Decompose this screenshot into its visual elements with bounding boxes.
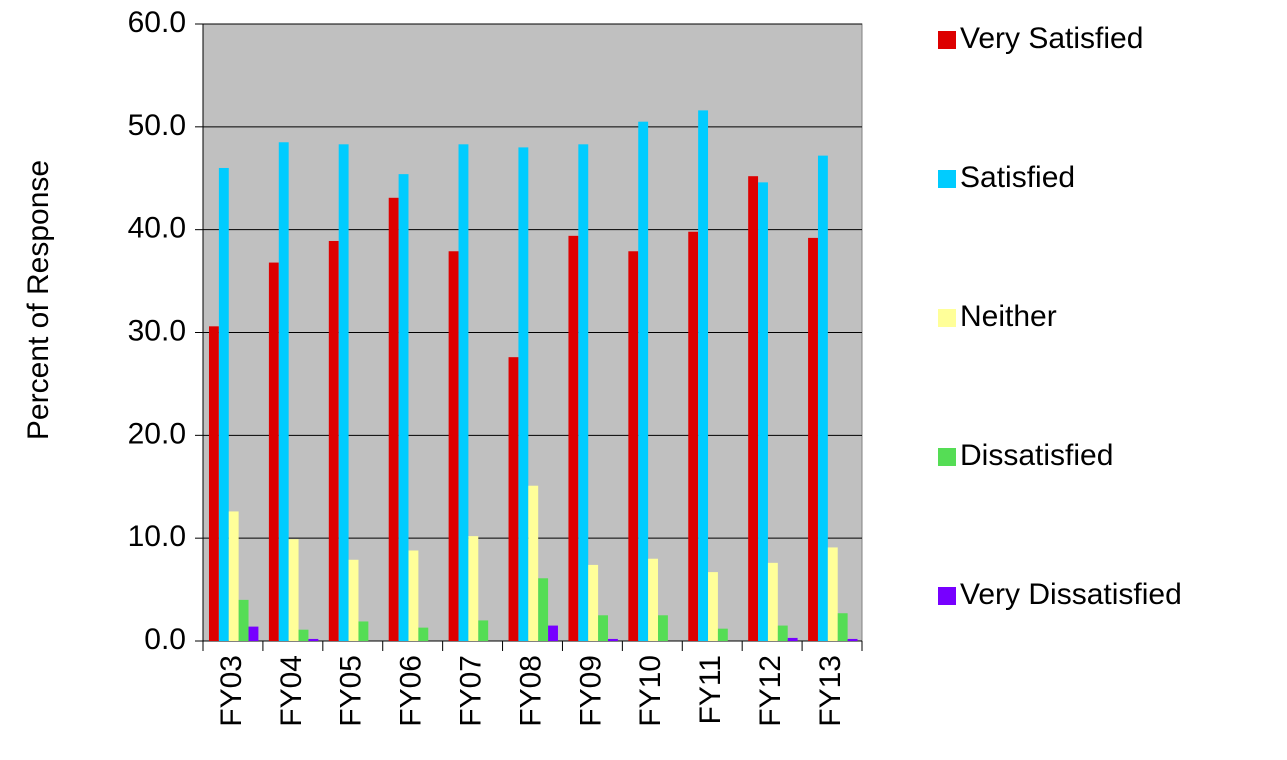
x-tick-label: FY10 — [634, 655, 667, 727]
y-tick-label: 50.0 — [128, 109, 186, 142]
bar — [827, 547, 838, 641]
bar — [648, 558, 659, 641]
bar — [808, 237, 818, 642]
bar — [588, 564, 599, 641]
legend-swatch — [938, 448, 956, 466]
bar — [288, 539, 299, 641]
bar — [837, 613, 848, 641]
bar — [658, 615, 668, 641]
bar — [748, 176, 759, 641]
x-tick-label: FY13 — [814, 655, 847, 727]
y-tick-label: 0.0 — [144, 623, 186, 656]
bar — [298, 629, 309, 641]
legend-label: Satisfied — [960, 161, 1075, 194]
bar — [398, 174, 409, 642]
bar — [638, 121, 649, 642]
legend-label: Very Satisfied — [960, 22, 1143, 55]
bar — [708, 572, 718, 641]
bar — [698, 110, 709, 641]
legend-swatch — [938, 309, 956, 327]
bar — [358, 621, 369, 641]
bar — [208, 326, 219, 641]
bar — [338, 144, 349, 641]
bar — [448, 251, 459, 642]
bar — [767, 562, 778, 641]
bar — [328, 240, 339, 641]
x-tick-label: FY11 — [694, 655, 727, 724]
bar — [408, 550, 419, 641]
bar — [688, 231, 699, 641]
y-tick-label: 10.0 — [128, 520, 186, 553]
y-axis-title: Percent of Response — [22, 160, 55, 440]
bar — [717, 628, 728, 641]
y-tick-label: 30.0 — [128, 314, 186, 347]
bar — [468, 536, 479, 641]
bar — [418, 627, 429, 641]
x-tick-label: FY12 — [754, 655, 787, 727]
bar — [508, 357, 519, 641]
y-tick-label: 60.0 — [128, 6, 186, 39]
legend-label: Very Dissatisfied — [960, 578, 1182, 611]
bar — [598, 615, 608, 641]
x-tick-label: FY03 — [215, 655, 248, 727]
bar — [607, 638, 618, 641]
bar — [847, 638, 858, 641]
bar — [758, 182, 768, 641]
legend-label: Dissatisfied — [960, 439, 1113, 472]
x-tick-label: FY09 — [574, 655, 607, 727]
x-tick-label: FY05 — [335, 655, 368, 727]
bar — [538, 578, 549, 641]
x-tick-label: FY08 — [514, 655, 547, 727]
bar — [238, 599, 249, 641]
bar — [528, 485, 539, 641]
bar — [628, 251, 639, 642]
bar — [548, 625, 558, 641]
bar — [248, 626, 259, 641]
bar — [278, 142, 289, 641]
legend-swatch — [938, 170, 956, 188]
bar — [218, 167, 229, 641]
legend-label: Neither — [960, 300, 1057, 333]
x-tick-label: FY06 — [395, 655, 428, 727]
bar — [787, 637, 798, 641]
bar — [388, 197, 399, 641]
bar — [578, 144, 589, 641]
y-tick-label: 40.0 — [128, 212, 186, 245]
bar — [348, 559, 359, 641]
bar — [817, 155, 828, 642]
x-tick-label: FY07 — [455, 655, 488, 727]
bar — [777, 625, 788, 641]
bar — [268, 262, 279, 641]
bar — [518, 147, 529, 641]
bar — [478, 620, 489, 641]
bar — [308, 638, 319, 641]
y-tick-label: 20.0 — [128, 417, 186, 450]
legend-swatch — [938, 587, 956, 605]
legend-swatch — [938, 31, 956, 49]
bar — [228, 511, 239, 641]
x-tick-label: FY04 — [275, 655, 308, 727]
bar — [568, 235, 579, 641]
bar — [458, 144, 469, 641]
